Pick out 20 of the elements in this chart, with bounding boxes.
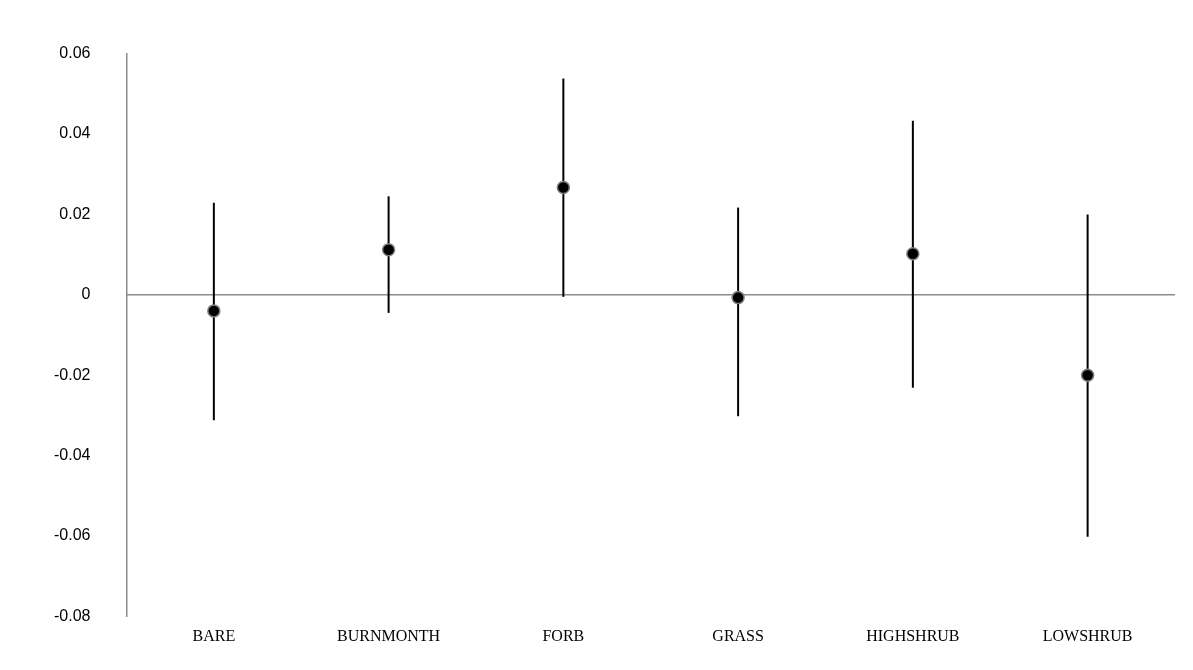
y-tick-label: 0 bbox=[81, 285, 91, 303]
x-tick-label: HIGHSHRUB bbox=[866, 627, 960, 645]
y-tick-label: -0.02 bbox=[54, 365, 91, 383]
x-tick-label: LOWSHRUB bbox=[1042, 627, 1133, 645]
x-tick-label: FORB bbox=[542, 627, 585, 645]
x-tick-label: BURNMONTH bbox=[337, 627, 441, 645]
x-tick-label: GRASS bbox=[712, 627, 764, 645]
y-tick-label: 0.02 bbox=[59, 204, 91, 222]
point bbox=[1080, 368, 1095, 382]
point bbox=[731, 290, 745, 305]
point bbox=[207, 304, 221, 318]
y-tick-label: -0.04 bbox=[54, 446, 91, 464]
y-tick-label: -0.08 bbox=[54, 606, 91, 624]
y-tick-label: 0.04 bbox=[59, 124, 91, 142]
x-tick-label: BARE bbox=[192, 627, 236, 645]
point bbox=[906, 247, 920, 261]
y-tick-label: 0.06 bbox=[59, 44, 91, 62]
point bbox=[381, 243, 396, 257]
y-tick-label: -0.06 bbox=[54, 526, 91, 544]
point bbox=[556, 180, 571, 195]
